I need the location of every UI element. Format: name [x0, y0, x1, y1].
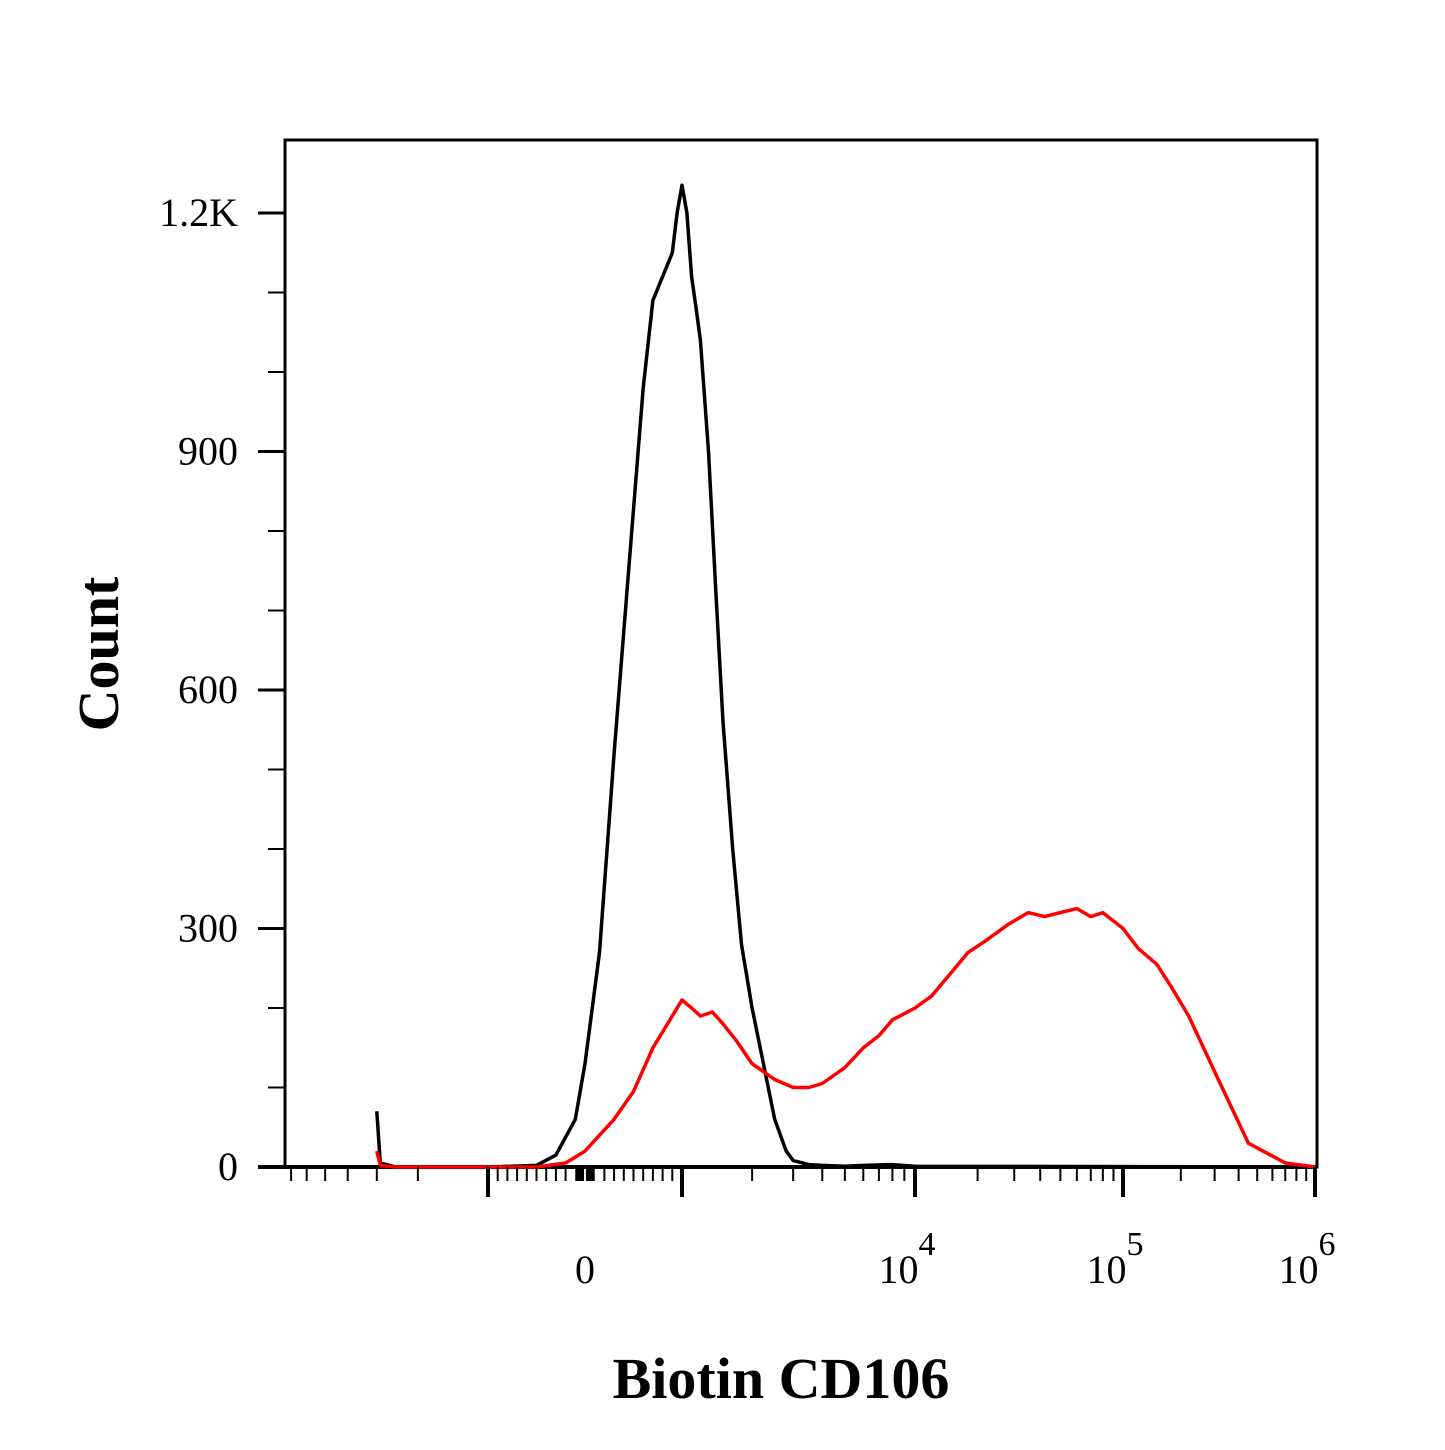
x-tick-label: 104: [879, 1226, 936, 1292]
y-axis-title: Count: [66, 576, 131, 731]
y-tick-label: 0: [218, 1144, 238, 1189]
x-tick-label: 0: [575, 1247, 595, 1292]
x-tick-base: 10: [1087, 1247, 1127, 1292]
x-tick-exponent: 5: [1127, 1226, 1144, 1263]
series-line-2: [375, 906, 1316, 1169]
y-tick-label: 900: [178, 429, 238, 474]
x-tick-base: 0: [575, 1247, 595, 1292]
y-tick-label: 1.2K: [159, 190, 238, 235]
x-tick-exponent: 4: [919, 1226, 936, 1263]
x-tick-base: 10: [879, 1247, 919, 1292]
x-tick-exponent: 6: [1319, 1226, 1336, 1263]
x-tick-label: 106: [1279, 1226, 1336, 1292]
y-tick-label: 600: [178, 667, 238, 712]
series-line-1: [375, 183, 1316, 1169]
y-tick-label: 300: [178, 906, 238, 951]
x-tick-label: 105: [1087, 1226, 1144, 1292]
plot-frame: [283, 138, 1319, 1169]
x-axis-title: Biotin CD106: [613, 1346, 950, 1411]
x-tick-base: 10: [1279, 1247, 1319, 1292]
